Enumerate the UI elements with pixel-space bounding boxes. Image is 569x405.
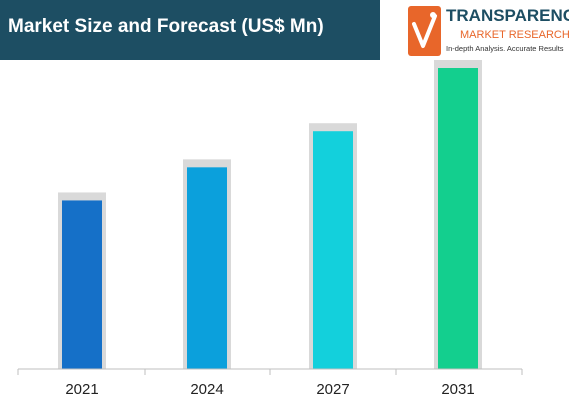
x-tick-label: 2021 — [65, 381, 98, 398]
logo-tagline: In-depth Analysis. Accurate Results — [446, 44, 564, 53]
bar-2031 — [438, 68, 478, 369]
logo-subtitle: MARKET RESEARCH — [460, 29, 569, 41]
bar-2024 — [187, 167, 227, 369]
title-banner: Market Size and Forecast (US$ Mn) — [0, 0, 380, 60]
x-tick-label: 2027 — [316, 381, 349, 398]
company-logo: TRANSPARENCY MARKET RESEARCH In-depth An… — [380, 0, 569, 60]
x-tick-label: 2024 — [190, 381, 223, 398]
x-tick-label: 2031 — [441, 381, 474, 398]
plot-area: 2021 2024 2027 2031 — [17, 60, 523, 398]
chart-title: Market Size and Forecast (US$ Mn) — [8, 16, 324, 37]
logo-mark-icon — [408, 6, 441, 56]
bar-2021 — [62, 200, 102, 369]
logo-name: TRANSPARENCY — [446, 6, 569, 25]
bar-2027 — [313, 131, 353, 369]
